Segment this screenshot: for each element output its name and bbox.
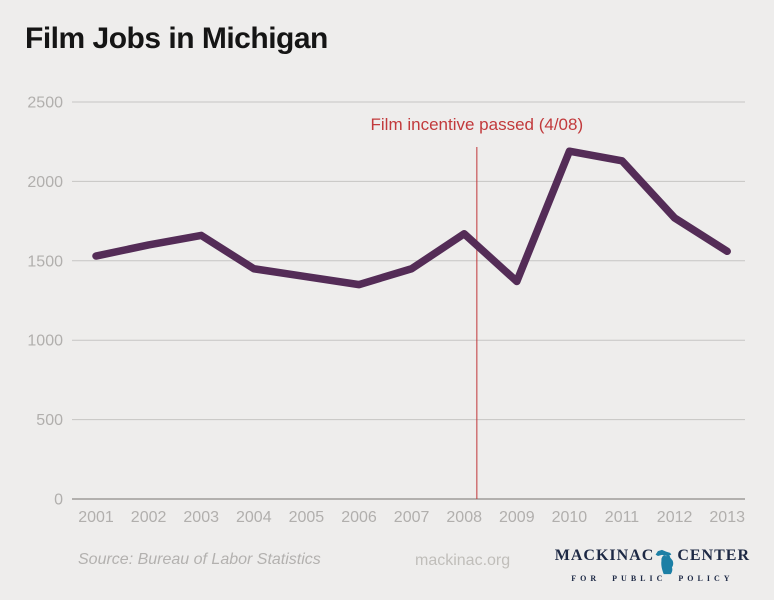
y-axis-tick-label: 0	[54, 492, 63, 509]
source-text: Source: Bureau of Labor Statistics	[78, 551, 321, 568]
logo-tagline: FOR PUBLIC POLICY	[571, 574, 734, 583]
michigan-state-icon	[655, 546, 676, 576]
y-axis-tick-label: 500	[36, 412, 63, 429]
logo-name-row: MACKINAC CENTER	[554, 541, 750, 575]
y-axis-tick-label: 2500	[27, 95, 63, 112]
x-axis-tick-label: 2002	[131, 509, 167, 526]
x-axis-tick-label: 2013	[709, 509, 745, 526]
x-axis-tick-label: 2012	[657, 509, 693, 526]
annotation-label: Film incentive passed (4/08)	[370, 115, 584, 134]
mackinac-center-logo: MACKINAC CENTER FOR PUBLIC POLICY	[554, 541, 750, 584]
y-axis-tick-label: 1000	[27, 333, 63, 350]
x-axis-tick-label: 2005	[289, 509, 325, 526]
jobs-line-series	[92, 147, 731, 289]
x-axis-tick-label: 2003	[183, 509, 219, 526]
y-axis-tick-label: 1500	[27, 253, 63, 270]
x-axis-tick-label: 2001	[78, 509, 114, 526]
x-axis-tick-label: 2010	[552, 509, 588, 526]
x-axis-tick-label: 2008	[446, 509, 482, 526]
x-axis-tick-label: 2006	[341, 509, 377, 526]
x-axis-tick-label: 2007	[394, 509, 430, 526]
chart-title: Film Jobs in Michigan	[25, 22, 328, 55]
y-axis-tick-label: 2000	[27, 174, 63, 191]
x-axis-tick-label: 2004	[236, 509, 272, 526]
x-axis-tick-label: 2009	[499, 509, 535, 526]
website-text: mackinac.org	[415, 552, 511, 569]
logo-text-mackinac: MACKINAC	[554, 547, 655, 564]
logo-text-center: CENTER	[677, 547, 750, 564]
x-axis-tick-label: 2011	[605, 509, 640, 526]
